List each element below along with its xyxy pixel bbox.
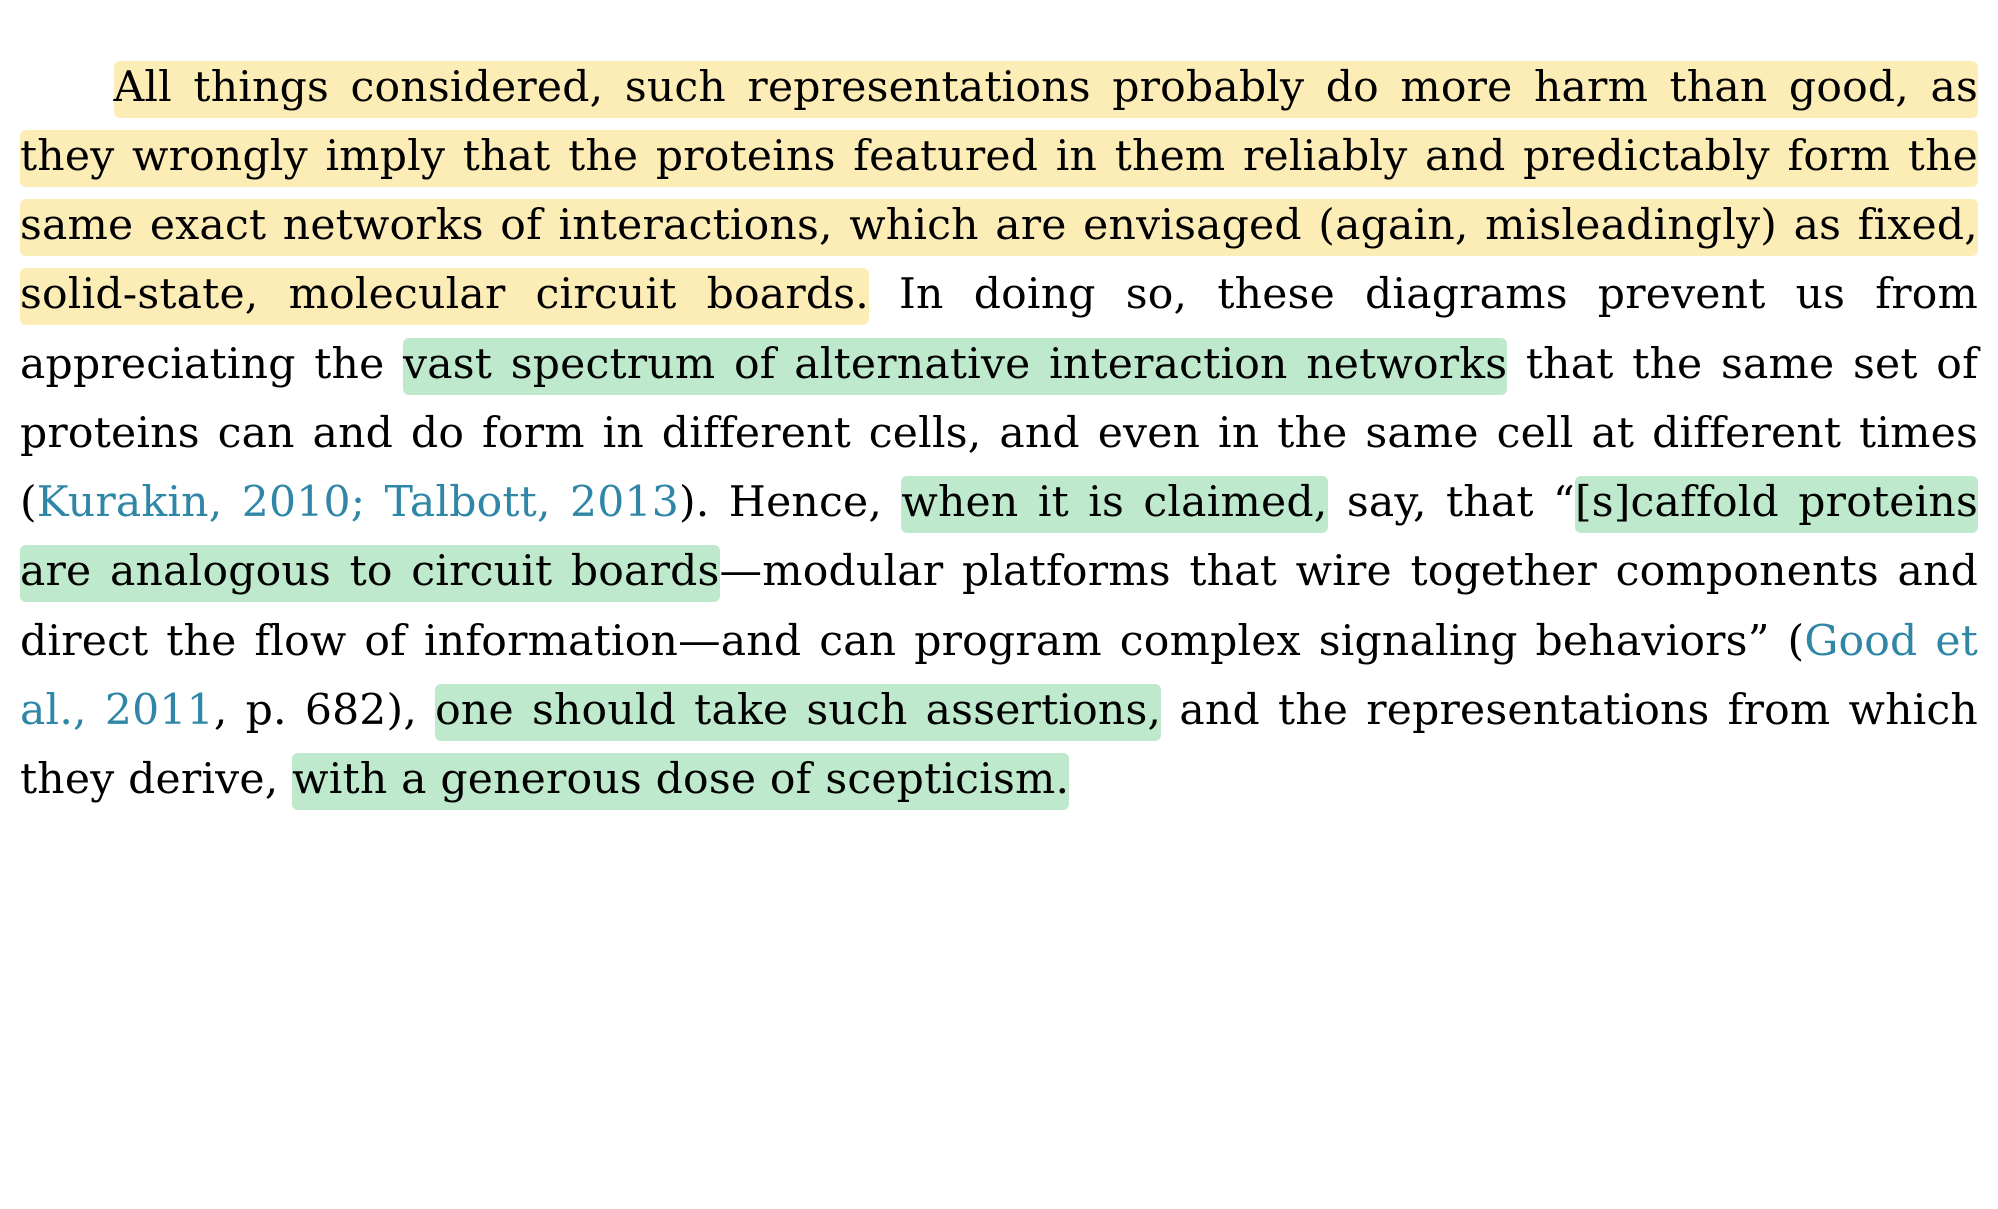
highlight-green-run: when it is claimed, <box>901 476 1327 533</box>
citation-link[interactable]: Kurakin, 2010; Talbott, 2013 <box>37 478 679 527</box>
highlight-green-run: with a generous dose of scepticism. <box>292 753 1069 810</box>
highlight-green-run: vast spectrum of alter­native interactio… <box>403 338 1507 395</box>
text-run: ). Hence, <box>679 478 901 527</box>
highlight-green-run: one should take such assertions, <box>435 684 1161 741</box>
body-paragraph: All things considered, such representati… <box>20 53 1978 815</box>
text-run: say, that “ <box>1328 478 1575 527</box>
document-page: All things considered, such representati… <box>0 0 1998 1209</box>
text-run: , p. 682), <box>214 686 435 735</box>
